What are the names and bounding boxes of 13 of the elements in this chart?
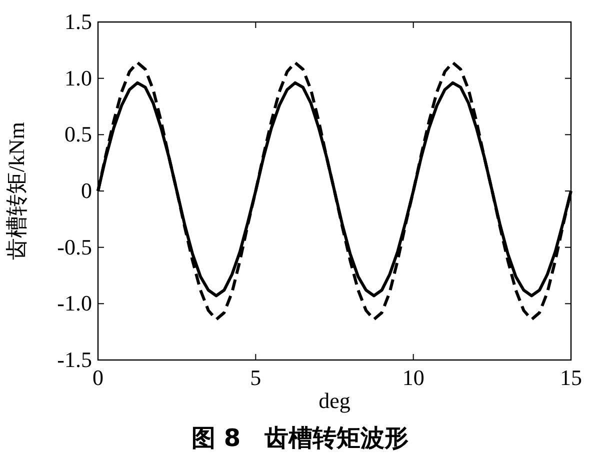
x-tick-label: 15 <box>560 365 582 390</box>
caption: 图 8 齿槽转矩波形 <box>191 424 409 452</box>
x-tick-label: 5 <box>250 365 262 390</box>
y-tick-label: -1.5 <box>57 347 92 372</box>
y-axis-title: 齿槽转矩/kNm <box>4 122 29 260</box>
y-tick-label: 1.0 <box>64 65 92 90</box>
y-tick-label: 1.5 <box>64 9 92 34</box>
y-tick-label: 0 <box>81 178 92 203</box>
y-tick-label: 0.5 <box>64 122 92 147</box>
y-tick-label: -0.5 <box>57 234 92 260</box>
y-tick-label: -1.0 <box>57 290 92 316</box>
x-tick-label: 10 <box>402 365 424 390</box>
x-axis-title: deg <box>318 388 350 413</box>
